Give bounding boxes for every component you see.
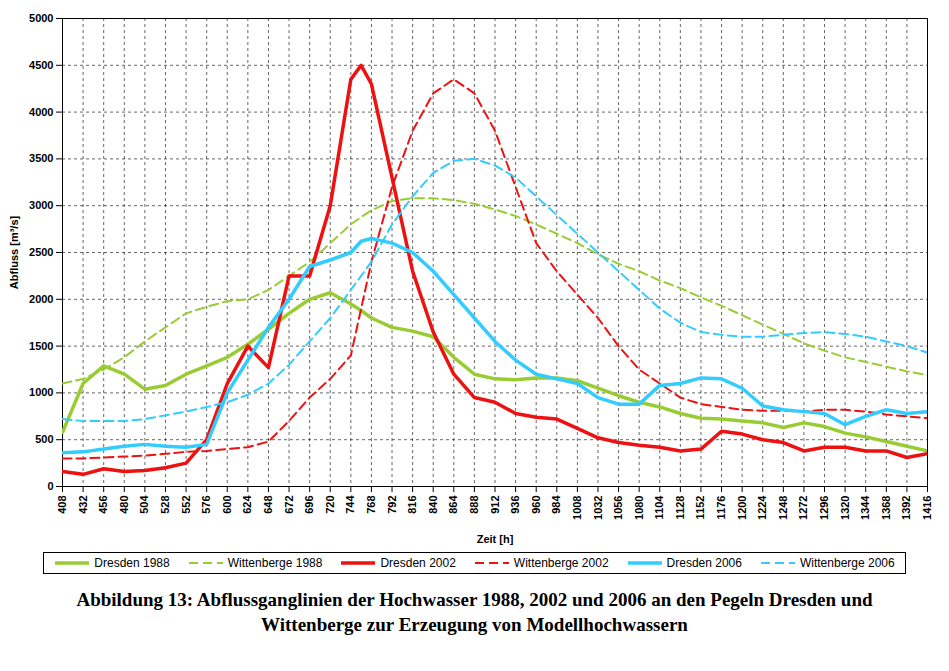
svg-text:500: 500 bbox=[35, 433, 53, 445]
svg-text:1000: 1000 bbox=[29, 386, 53, 398]
html-text:Wittenberge 2002: Wittenberge 2002 bbox=[513, 556, 609, 570]
html-text:Abbildung 13: Abflussganglinie: Abbildung 13: Abflussganglinien der Hoch… bbox=[76, 589, 873, 635]
svg-text:1392: 1392 bbox=[900, 496, 912, 520]
svg-text:936: 936 bbox=[509, 496, 521, 514]
svg-text:672: 672 bbox=[283, 496, 295, 514]
svg-text:504: 504 bbox=[138, 495, 150, 514]
svg-text:1008: 1008 bbox=[571, 496, 583, 520]
svg-text:1296: 1296 bbox=[818, 496, 830, 520]
svg-text:552: 552 bbox=[180, 496, 192, 514]
svg-text:840: 840 bbox=[427, 496, 439, 514]
svg-text:528: 528 bbox=[159, 496, 171, 514]
svg-text:1416: 1416 bbox=[921, 496, 933, 520]
svg-text:2500: 2500 bbox=[29, 246, 53, 258]
html-text:Dresden 2002: Dresden 2002 bbox=[380, 556, 456, 570]
svg-text:1344: 1344 bbox=[859, 495, 871, 520]
svg-text:1320: 1320 bbox=[839, 496, 851, 520]
svg-text:1176: 1176 bbox=[715, 496, 727, 520]
svg-text:480: 480 bbox=[118, 496, 130, 514]
html-text:Wittenberge 2006: Wittenberge 2006 bbox=[800, 556, 895, 570]
svg-text:408: 408 bbox=[56, 496, 68, 514]
svg-text:1152: 1152 bbox=[694, 496, 706, 520]
svg-text:4000: 4000 bbox=[29, 106, 53, 118]
svg-text:1104: 1104 bbox=[653, 495, 665, 520]
svg-text:624: 624 bbox=[241, 495, 253, 514]
svg-text:1056: 1056 bbox=[612, 496, 624, 520]
svg-text:1080: 1080 bbox=[633, 496, 645, 520]
svg-text:648: 648 bbox=[262, 496, 274, 514]
svg-text:4500: 4500 bbox=[29, 59, 53, 71]
svg-text:816: 816 bbox=[406, 496, 418, 514]
svg-text:Zeit [h]: Zeit [h] bbox=[477, 533, 514, 545]
svg-text:1368: 1368 bbox=[880, 496, 892, 520]
svg-text:864: 864 bbox=[447, 495, 459, 514]
svg-text:1032: 1032 bbox=[591, 496, 603, 520]
html-text:Dresden 1988: Dresden 1988 bbox=[94, 556, 170, 570]
svg-text:1128: 1128 bbox=[674, 496, 686, 520]
svg-text:5000: 5000 bbox=[29, 12, 53, 24]
html-text:Dresden 2006: Dresden 2006 bbox=[666, 556, 742, 570]
svg-text:0: 0 bbox=[47, 480, 53, 492]
svg-text:3000: 3000 bbox=[29, 199, 53, 211]
svg-text:456: 456 bbox=[97, 496, 109, 514]
svg-text:912: 912 bbox=[489, 496, 501, 514]
svg-text:1272: 1272 bbox=[797, 496, 809, 520]
svg-text:888: 888 bbox=[468, 496, 480, 514]
svg-text:576: 576 bbox=[200, 496, 212, 514]
svg-text:984: 984 bbox=[550, 495, 562, 514]
svg-text:744: 744 bbox=[344, 495, 356, 514]
svg-text:1224: 1224 bbox=[756, 495, 768, 520]
svg-text:3500: 3500 bbox=[29, 152, 53, 164]
svg-text:1500: 1500 bbox=[29, 340, 53, 352]
svg-text:960: 960 bbox=[530, 496, 542, 514]
svg-text:432: 432 bbox=[77, 496, 89, 514]
svg-text:Abfluss [m³/s]: Abfluss [m³/s] bbox=[8, 215, 20, 289]
svg-text:1248: 1248 bbox=[777, 496, 789, 520]
svg-text:720: 720 bbox=[324, 496, 336, 514]
html-text:Wittenberge 1988: Wittenberge 1988 bbox=[227, 556, 323, 570]
svg-text:792: 792 bbox=[386, 496, 398, 514]
svg-text:696: 696 bbox=[303, 496, 315, 514]
svg-text:2000: 2000 bbox=[29, 293, 53, 305]
svg-text:768: 768 bbox=[365, 496, 377, 514]
svg-text:1200: 1200 bbox=[736, 496, 748, 520]
svg-text:600: 600 bbox=[221, 496, 233, 514]
